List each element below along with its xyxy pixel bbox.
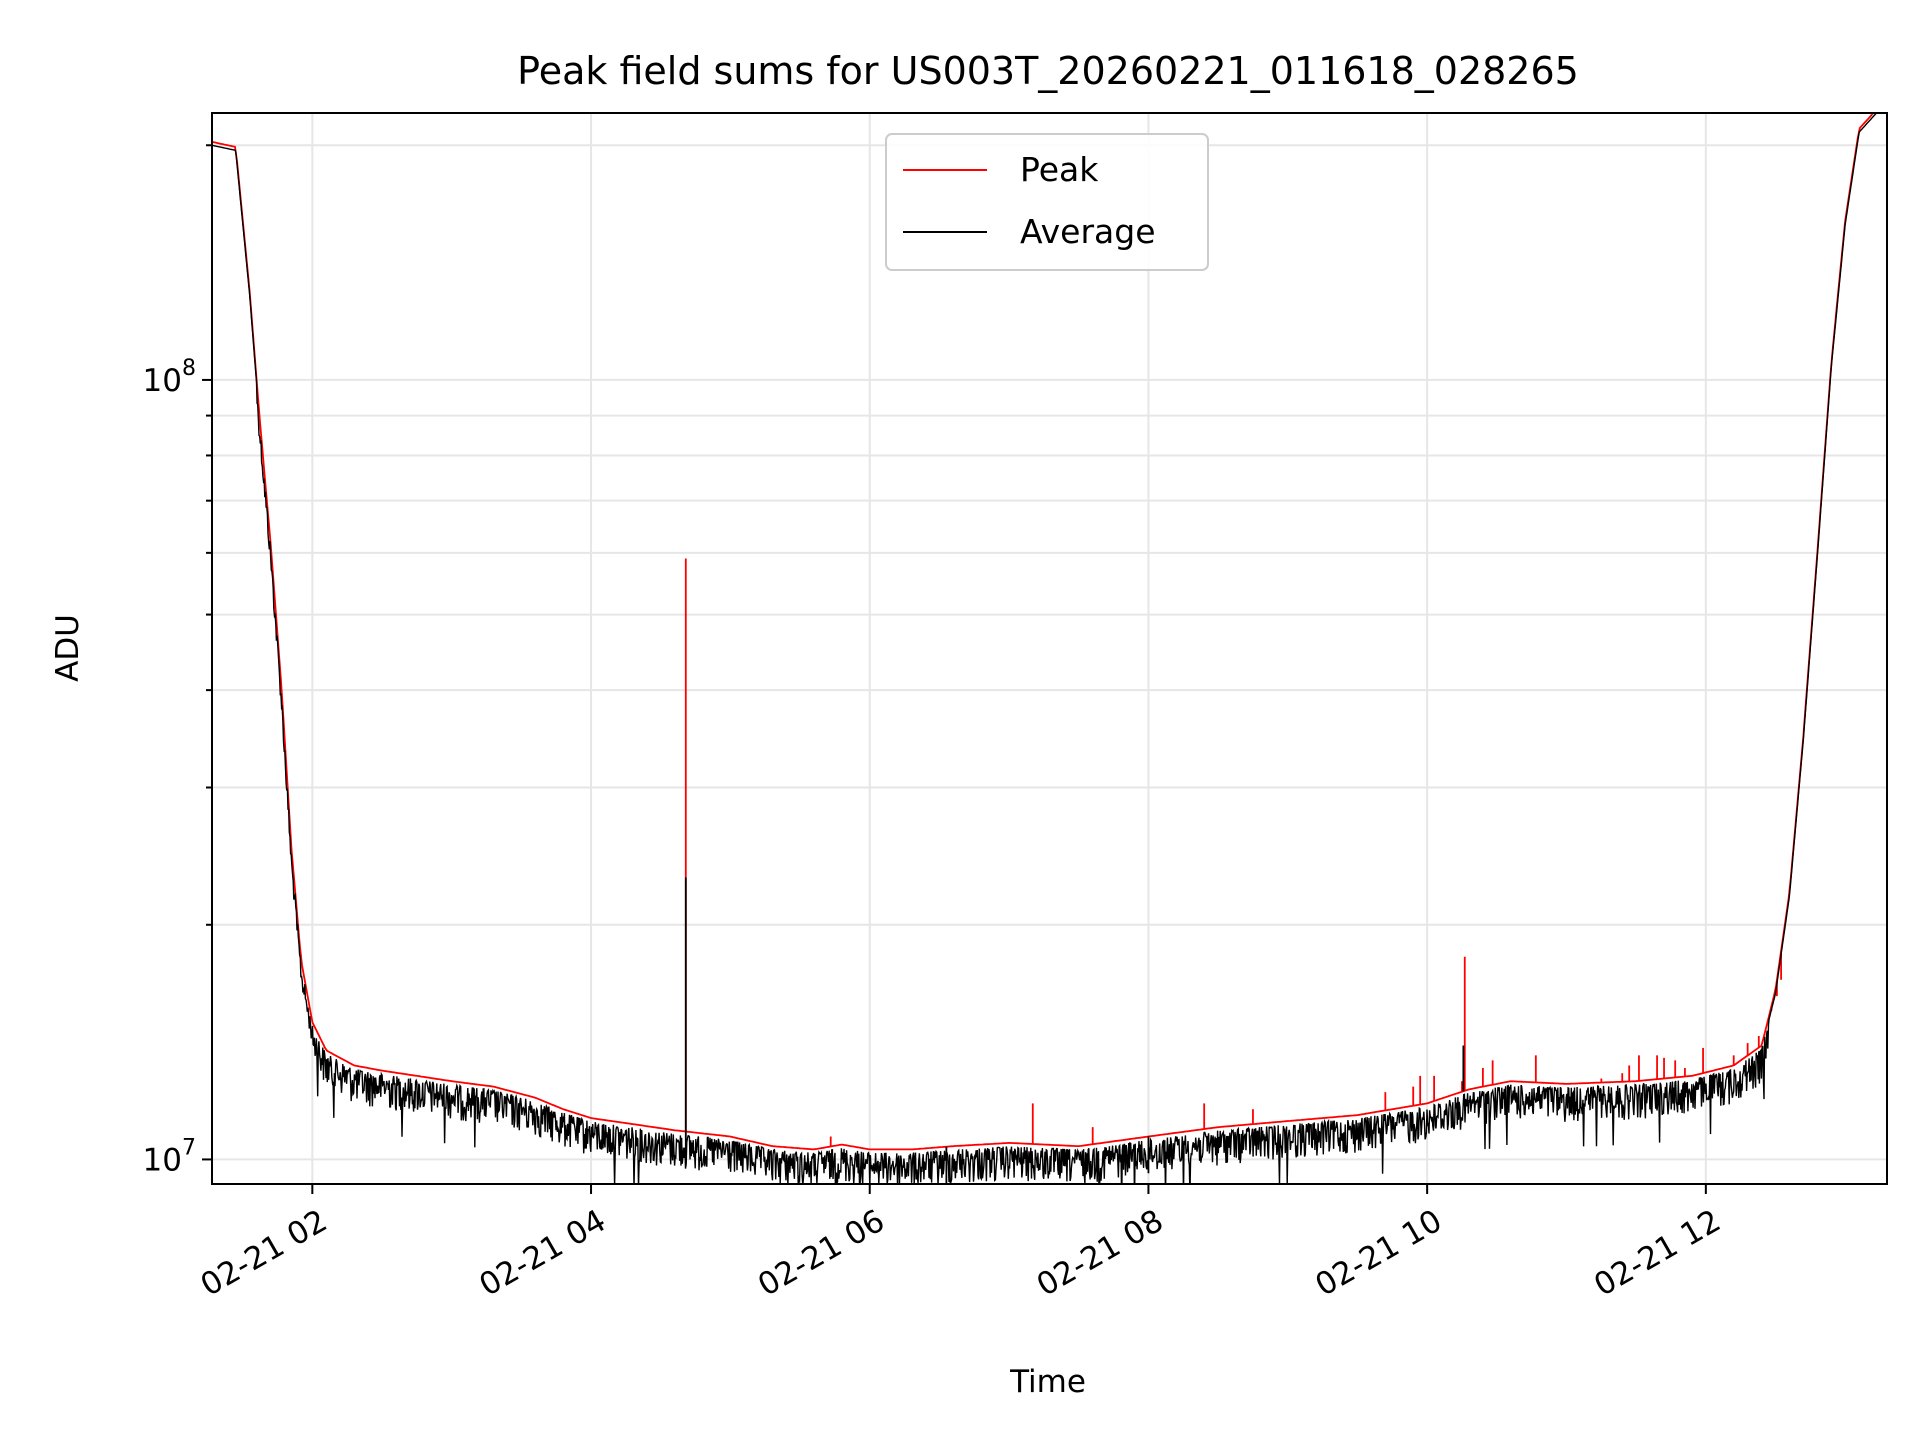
y-tick-exponent: 8 — [182, 356, 196, 381]
series-layer — [212, 113, 1878, 1184]
plot-area — [212, 113, 1887, 1184]
plot-frame — [211, 112, 1888, 1185]
legend: Peak Average — [885, 133, 1209, 271]
legend-box — [885, 133, 1209, 271]
legend-label-peak: Peak — [1020, 150, 1099, 189]
average-series-line — [212, 113, 1878, 1184]
y-tick-exponent: 7 — [182, 1135, 196, 1160]
y-tick-base: 10 — [143, 1142, 182, 1178]
chart-title: Peak field sums for US003T_20260221_0116… — [517, 49, 1579, 93]
y-tick-base: 10 — [143, 363, 182, 399]
peak-series-line — [212, 113, 1875, 1151]
y-tick-label: 107 — [143, 1135, 196, 1178]
x-axis-label: Time — [1009, 1364, 1086, 1400]
y-tick-label: 108 — [143, 356, 196, 399]
legend-label-average: Average — [1020, 212, 1156, 251]
y-axis-label: ADU — [50, 614, 86, 682]
